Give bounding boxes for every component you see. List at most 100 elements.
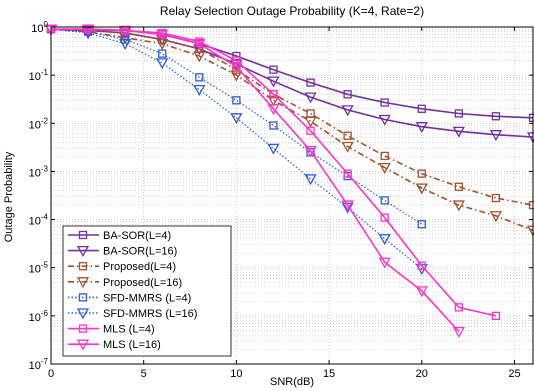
- legend-marker: [78, 293, 88, 302]
- y-tick-label: 100: [31, 20, 48, 35]
- series-point: [158, 49, 167, 58]
- y-tick-base: 10: [29, 264, 41, 276]
- series-point: [232, 56, 241, 65]
- legend-item: BA-SOR(L=4): [68, 230, 171, 242]
- series-point: [415, 183, 428, 195]
- y-tick-base: 10: [31, 23, 43, 35]
- chart-title: Relay Selection Outage Probability (K=4,…: [160, 4, 424, 18]
- series-point: [417, 169, 426, 178]
- legend-marker: [78, 230, 88, 240]
- series-point: [195, 73, 204, 82]
- legend-marker: [76, 308, 90, 320]
- series-point: [343, 90, 352, 99]
- series-point: [341, 141, 354, 153]
- series-point: [269, 121, 278, 130]
- series-point: [452, 200, 465, 212]
- legend-item: SFD-MMRS (L=16): [68, 308, 197, 320]
- y-tick-label: 10-1: [29, 68, 49, 83]
- series-point: [267, 76, 280, 88]
- series-point: [489, 130, 503, 142]
- legend-label: Proposed(L=16): [103, 277, 182, 289]
- series-point: [156, 58, 169, 70]
- legend-label: MLS (L=16): [103, 339, 161, 351]
- legend-marker: [78, 262, 88, 271]
- series-point: [193, 39, 206, 51]
- x-tick-label: 0: [48, 368, 54, 380]
- series-point: [378, 257, 391, 269]
- series-point: [452, 126, 465, 138]
- legend-marker: [76, 277, 90, 289]
- y-tick-exponent: -3: [41, 164, 49, 173]
- series-point: [343, 131, 352, 140]
- series-point: [304, 174, 317, 186]
- legend-item: Proposed(L=16): [68, 277, 182, 289]
- x-tick-label: 15: [323, 368, 335, 380]
- series-point: [380, 213, 389, 222]
- series-point: [452, 326, 465, 338]
- y-axis-label: Outage Probability: [3, 151, 15, 242]
- x-tick-label: 5: [141, 368, 147, 380]
- series-line: [50, 28, 534, 206]
- series-point: [232, 96, 241, 105]
- legend-item: MLS (L=4): [68, 324, 155, 336]
- legend-label: BA-SOR(L=16): [103, 246, 177, 258]
- y-tick-label: 10-5: [29, 261, 49, 276]
- series-point: [417, 261, 426, 270]
- y-tick-exponent: -7: [41, 357, 49, 366]
- legend-item: MLS (L=16): [68, 339, 161, 351]
- series-point: [267, 143, 280, 155]
- y-tick-exponent: -4: [41, 213, 49, 222]
- series-point: [415, 122, 428, 134]
- series-point: [267, 95, 280, 107]
- y-tick-base: 10: [29, 312, 41, 324]
- legend-label: SFD-MMRS (L=16): [103, 308, 197, 320]
- y-tick-label: 10-7: [29, 357, 49, 372]
- series-point: [415, 286, 428, 298]
- series-point: [269, 65, 278, 74]
- series-point: [304, 146, 317, 157]
- y-tick-exponent: -1: [41, 68, 49, 77]
- legend-label: Proposed(L=4): [103, 261, 176, 273]
- x-tick-label: 10: [230, 368, 242, 380]
- series-line: [50, 28, 534, 232]
- legend-marker: [76, 245, 90, 257]
- plot-frame: [50, 26, 534, 365]
- series-point: [380, 196, 389, 205]
- x-tick-label: 25: [508, 368, 520, 380]
- y-tick-base: 10: [29, 119, 41, 131]
- y-tick-exponent: -6: [41, 309, 49, 318]
- series-point: [156, 29, 169, 41]
- series-point: [491, 112, 501, 121]
- legend-marker: [78, 324, 88, 333]
- legend-label: BA-SOR(L=4): [103, 230, 171, 242]
- legend-label: MLS (L=4): [103, 324, 155, 336]
- series-line: [51, 28, 460, 333]
- series-point: [119, 25, 132, 37]
- series-point: [417, 220, 426, 229]
- series-point: [341, 105, 354, 117]
- legend-item: SFD-MMRS (L=4): [68, 292, 191, 304]
- grid-lines: [51, 27, 533, 364]
- axes: 0 5 10 15 20 2510010-110-210-310-410-510-610-…: [29, 20, 533, 380]
- series-point: [306, 78, 315, 87]
- series-point: [380, 151, 389, 161]
- series-point: [304, 116, 317, 128]
- legend-box: [62, 225, 232, 357]
- y-tick-label: 10-4: [29, 213, 49, 228]
- y-tick-exponent: -2: [41, 116, 49, 125]
- legend: BA-SOR(L=4) BA-SOR(L=16) Proposed(L=4) Prop…: [62, 225, 232, 357]
- legend-marker: [76, 339, 90, 351]
- legend-label: SFD-MMRS (L=4): [103, 292, 191, 304]
- y-tick-exponent: 0: [44, 20, 49, 29]
- series-point: [343, 169, 352, 178]
- series-line: [50, 28, 534, 138]
- series-point: [491, 311, 501, 321]
- series-point: [230, 62, 243, 74]
- y-tick-exponent: -5: [41, 261, 49, 270]
- series-point: [119, 39, 132, 51]
- legend-item: Proposed(L=4): [68, 261, 176, 273]
- series-point: [269, 90, 278, 99]
- legend-item: BA-SOR(L=16): [68, 246, 177, 258]
- series-point: [267, 104, 280, 116]
